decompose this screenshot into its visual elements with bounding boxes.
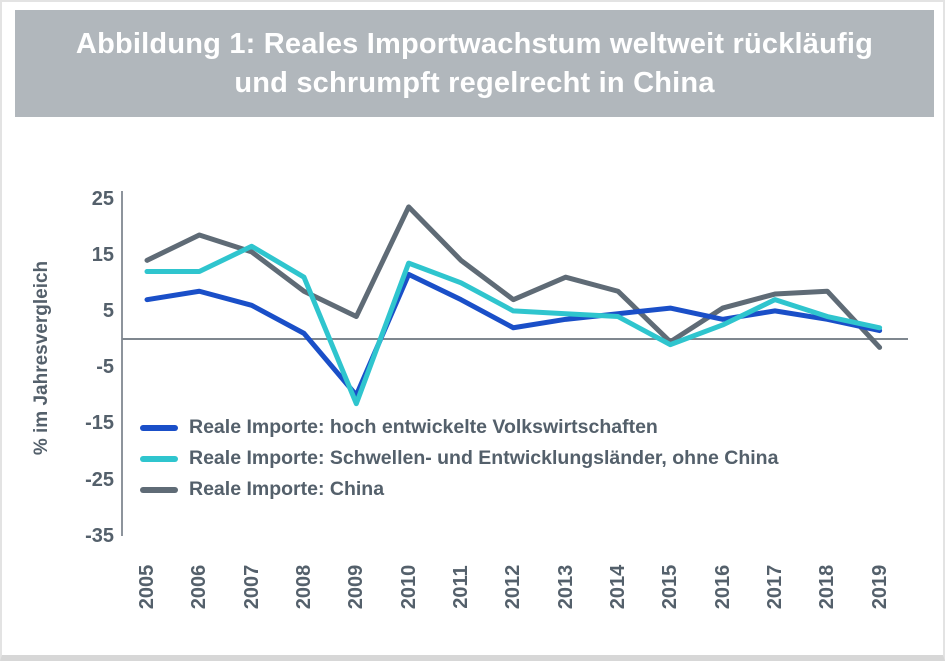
y-tick-label: 5 <box>102 299 114 322</box>
x-tick-label: 2012 <box>502 564 525 610</box>
x-tick-label: 2008 <box>292 564 315 610</box>
y-tick-label: 15 <box>91 243 114 266</box>
series-line-advanced-economies <box>144 271 883 398</box>
legend-label: Reale Importe: Schwellen- und Entwicklun… <box>189 447 779 469</box>
series-line-emerging-ex-china <box>144 243 883 407</box>
legend-label: Reale Importe: China <box>189 478 385 500</box>
figure-title-banner: Abbildung 1: Reales Importwachstum weltw… <box>15 10 934 117</box>
legend-line-swatch-gray <box>140 486 178 493</box>
legend-line-swatch-cyan <box>140 455 178 462</box>
figure-title-line1: Abbildung 1: Reales Importwachstum weltw… <box>75 28 874 61</box>
y-tick-label: -15 <box>85 412 114 435</box>
x-tick-label: 2011 <box>449 565 472 609</box>
legend-item-emerging-ex-china: Reale Importe: Schwellen- und Entwicklun… <box>140 445 778 472</box>
x-tick-label: 2015 <box>659 564 682 610</box>
x-tick-label: 2016 <box>711 564 734 610</box>
chart-legend: Reale Importe: hoch entwickelte Volkswir… <box>140 414 778 503</box>
x-tick-label: 2014 <box>606 564 629 610</box>
x-tick-label: 2018 <box>816 564 839 610</box>
y-tick-label: -25 <box>85 468 114 491</box>
x-tick-label: 2010 <box>397 564 420 610</box>
x-tick-label: 2019 <box>868 564 891 610</box>
figure-title: Abbildung 1: Reales Importwachstum weltw… <box>76 25 873 102</box>
legend-item-china: Reale Importe: China <box>140 476 778 503</box>
figure-title-line2: und schrumpft regelrecht in China <box>234 66 715 99</box>
x-tick-label: 2009 <box>345 564 368 610</box>
x-tick-label: 2013 <box>554 564 577 610</box>
y-tick-label: -35 <box>85 524 114 547</box>
legend-item-advanced-economies: Reale Importe: hoch entwickelte Volkswir… <box>140 414 778 441</box>
y-tick-label: 25 <box>91 187 114 210</box>
x-tick-label: 2017 <box>763 564 786 610</box>
series-line-china <box>144 204 883 350</box>
y-tick-label: -5 <box>96 356 114 379</box>
x-tick-label: 2006 <box>188 564 211 610</box>
legend-line-swatch-blue <box>140 424 178 431</box>
legend-label: Reale Importe: hoch entwickelte Volkswir… <box>189 416 658 438</box>
x-tick-label: 2005 <box>136 564 158 610</box>
x-tick-label: 2007 <box>240 564 263 610</box>
